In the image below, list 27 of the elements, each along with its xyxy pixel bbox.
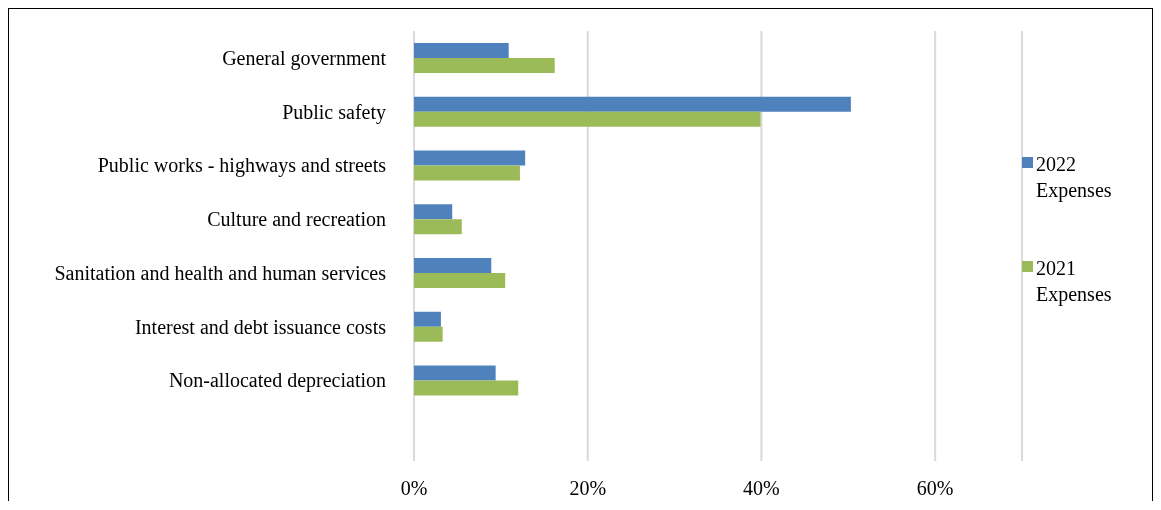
bar: [414, 43, 509, 58]
y-tick-label: Public safety: [282, 100, 386, 124]
bar: [414, 326, 443, 342]
x-tick-label: 40%: [743, 477, 780, 500]
legend-label: 2021 Expenses: [1036, 256, 1113, 307]
bar: [414, 380, 519, 396]
y-tick-label: Non-allocated depreciation: [168, 369, 386, 393]
bar: [414, 258, 492, 273]
x-tick-label: 60%: [916, 477, 954, 500]
y-tick-label: General government: [222, 46, 387, 70]
y-tick-label: Culture and recreation: [207, 208, 386, 231]
bar: [414, 365, 496, 381]
y-tick-label: Sanitation and health and human services: [54, 261, 387, 284]
legend-label: 2022 Expenses: [1036, 152, 1113, 203]
y-tick-label: Interest and debt issuance costs: [134, 315, 387, 338]
x-tick-label: 20%: [569, 477, 607, 500]
x-tick-label: 0%: [400, 477, 428, 500]
bar: [414, 111, 761, 127]
bar: [414, 96, 851, 112]
bar: [414, 165, 520, 181]
bar: [414, 273, 506, 288]
bar: [414, 204, 453, 220]
bar: [414, 219, 462, 235]
bar: [414, 311, 441, 327]
y-tick-label: Public works - highways and streets: [97, 154, 387, 178]
bar: [414, 150, 526, 166]
bar: [414, 58, 555, 73]
